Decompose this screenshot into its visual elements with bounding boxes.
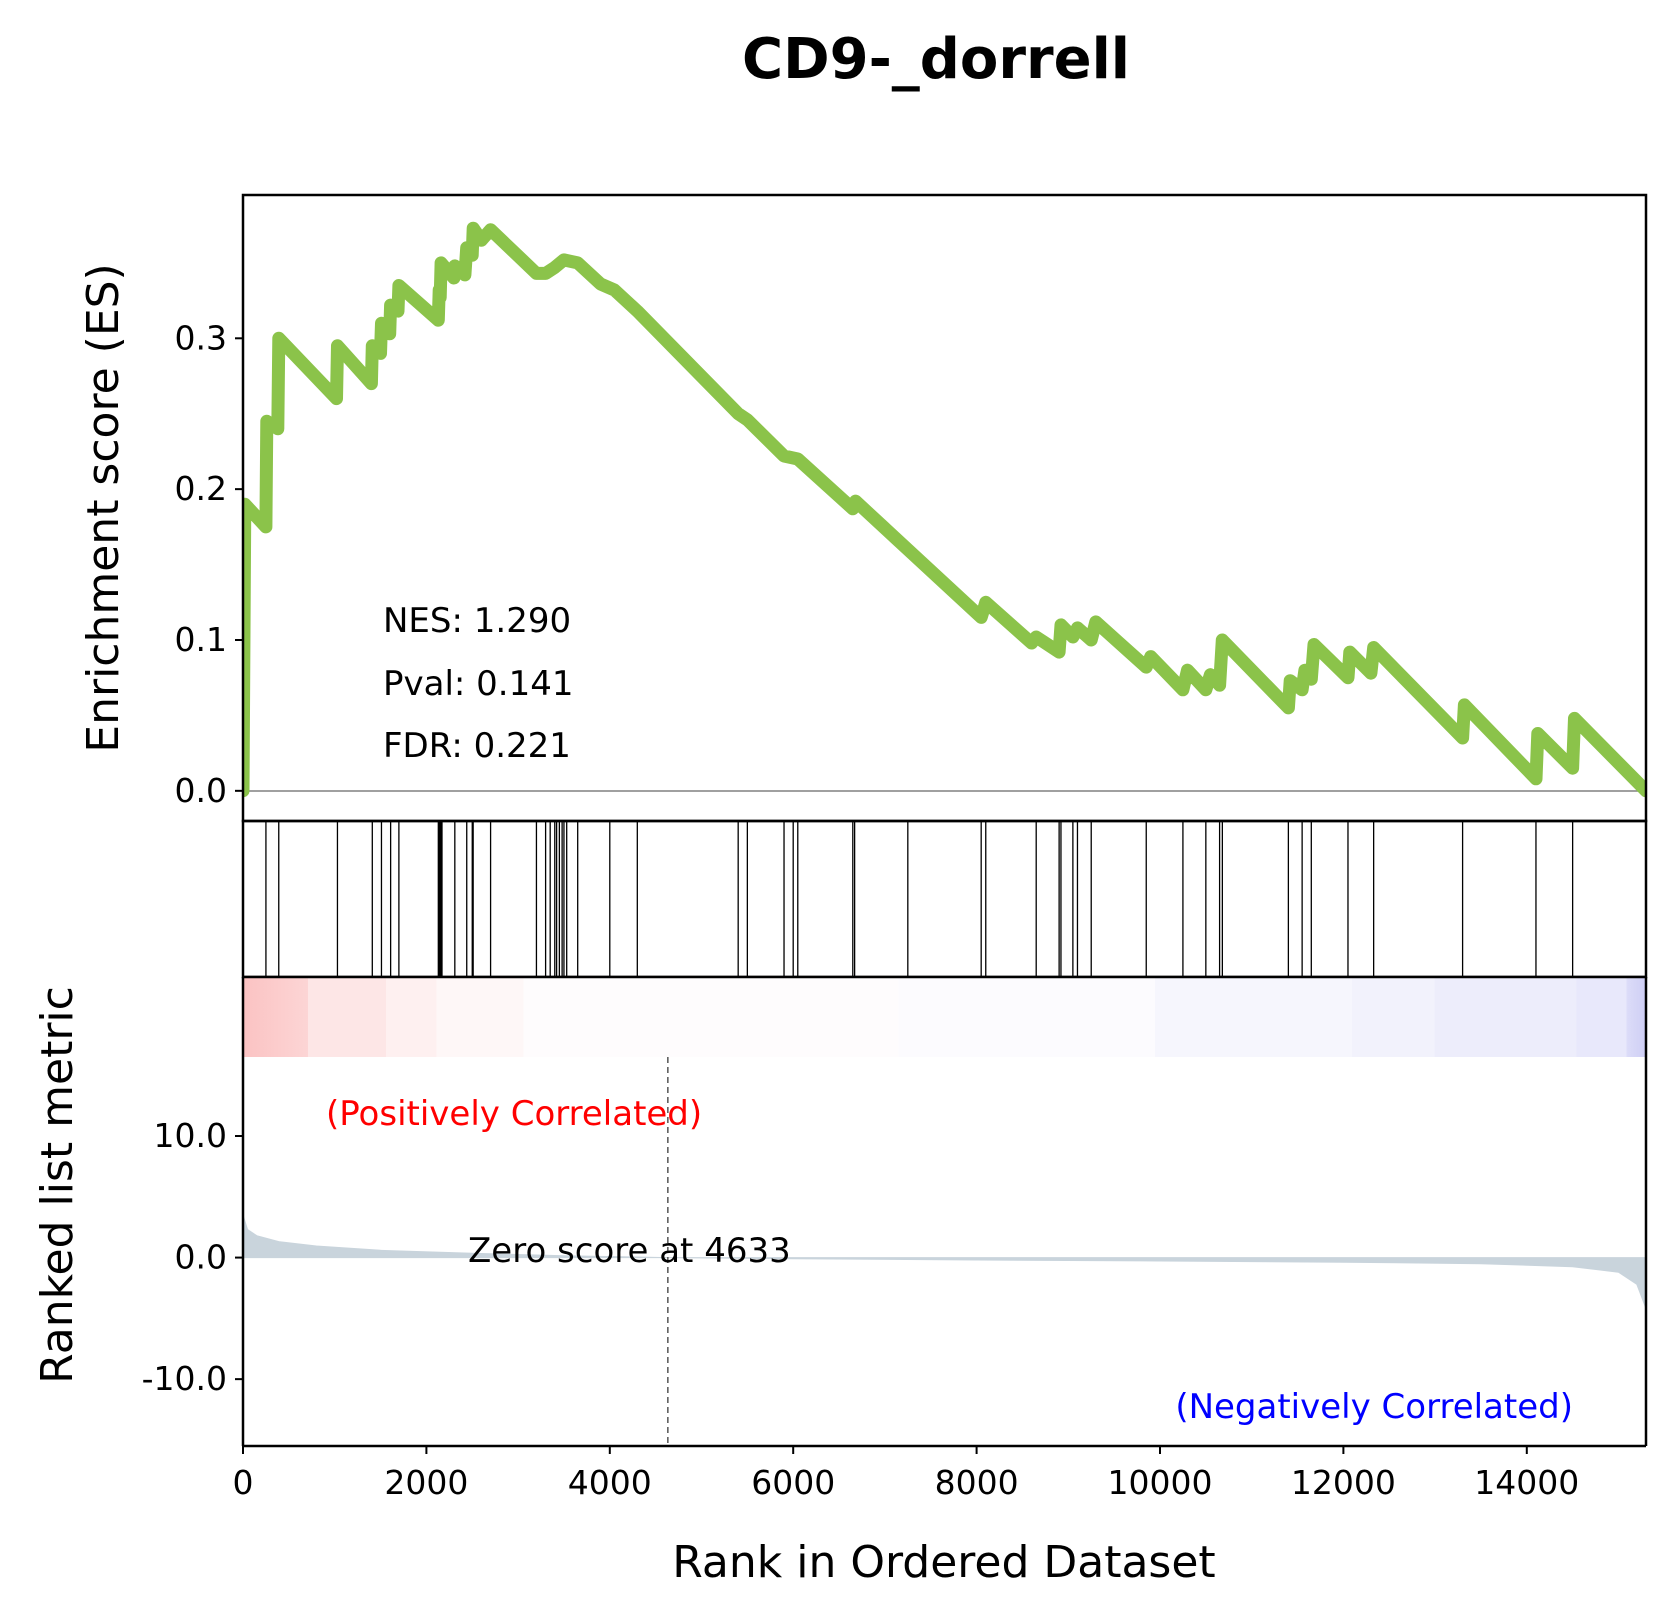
negative-correlation-label: (Negatively Correlated) [1175,1387,1573,1427]
es-y-tick-label: 0.1 [175,620,227,659]
rank-y-ticks: 10.0 0.0 -10.0 [142,1116,243,1398]
es-panel: 0.0 0.1 0.2 0.3 NES: 1.290 Pval: 0.141 FDR:… [78,193,1648,823]
pval-stat: Pval: 0.141 [383,664,574,704]
hit-lines [265,822,1574,976]
correlation-heatmap [244,978,1645,1057]
x-tick-label: 6000 [751,1463,835,1502]
es-y-ticks: 0.0 0.1 0.2 0.3 [175,318,243,810]
x-axis-label: Rank in Ordered Dataset [672,1537,1215,1588]
rank-y-tick-label: 10.0 [154,1116,227,1155]
rank-panel: (Positively Correlated) Zero score at 46… [32,975,1648,1448]
x-tick-label: 2000 [384,1463,468,1502]
hits-panel [241,819,1648,979]
x-tick-label: 4000 [568,1463,652,1502]
rank-y-tick-label: -10.0 [142,1359,227,1398]
positive-correlation-label: (Positively Correlated) [326,1094,702,1134]
es-y-tick-label: 0.3 [175,318,227,357]
x-tick-label: 14000 [1474,1463,1579,1502]
x-tick-label: 10000 [1108,1463,1213,1502]
fdr-stat: FDR: 0.221 [383,726,571,766]
es-y-axis-label: Enrichment score (ES) [78,263,129,752]
rank-metric-area [242,1214,1647,1309]
nes-stat: NES: 1.290 [383,601,571,641]
chart-title: CD9-_dorrell [742,27,1130,92]
rank-y-axis-label: Ranked list metric [32,986,83,1384]
rank-y-tick-label: 0.0 [175,1238,227,1277]
hits-panel-frame [241,819,1648,979]
x-tick-label: 12000 [1291,1463,1396,1502]
es-curve [243,221,1646,798]
x-tick-label: 8000 [935,1463,1019,1502]
es-y-tick-label: 0.0 [175,771,227,810]
es-y-tick-label: 0.2 [175,469,227,508]
x-axis-ticks: 0 2000 4000 6000 8000 10000 12000 14000 [233,1446,1579,1502]
zero-score-label: Zero score at 4633 [468,1231,791,1271]
x-tick-label: 0 [233,1463,254,1502]
